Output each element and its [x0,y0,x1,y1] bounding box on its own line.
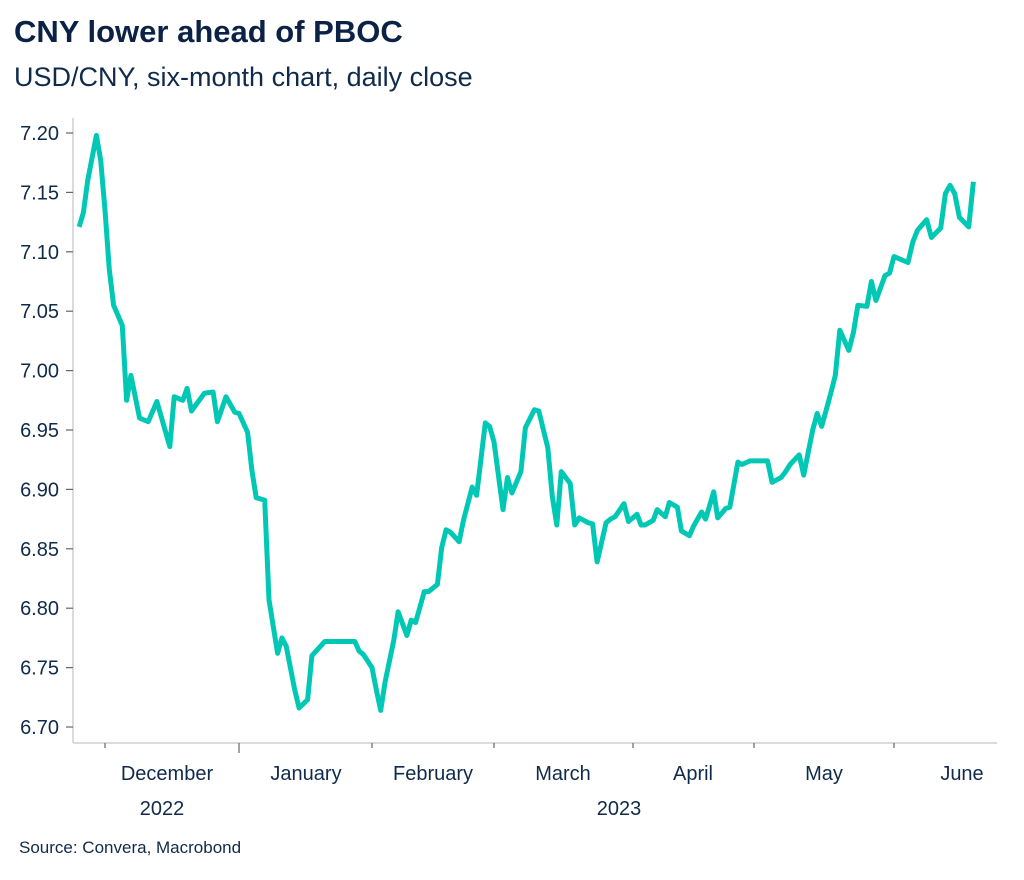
y-tick-label: 6.80 [20,598,59,620]
source-note: Source: Convera, Macrobond [19,838,242,857]
x-axis: December January February March April May June… [73,742,997,820]
y-tick-label: 7.20 [20,123,59,145]
y-tick-label: 7.05 [20,301,59,323]
y-tick-label: 7.00 [20,361,59,383]
x-tick-label: June [940,763,983,785]
y-tick-label: 6.75 [20,658,59,680]
x-tick-label: March [535,763,591,785]
year-label: 2022 [140,798,185,820]
year-label: 2023 [597,798,642,820]
y-tick-label: 6.70 [20,717,59,739]
x-tick-label: February [393,763,473,785]
plot-area [76,132,976,713]
chart-title: CNY lower ahead of PBOC [14,14,403,49]
x-tick-label: April [673,763,713,785]
y-tick-label: 7.15 [20,182,59,204]
y-axis: 7.20 7.15 7.10 7.05 7.00 6.95 6.90 6.85 6.80 6.75… [20,118,74,743]
series-line-usd-cny [76,132,976,713]
y-tick-label: 7.10 [20,242,59,264]
x-tick-label: December [121,763,214,785]
y-tick-label: 6.95 [20,420,59,442]
y-tick-label: 6.90 [20,479,59,501]
chart-subtitle: USD/CNY, six-month chart, daily close [14,62,473,92]
x-tick-label: January [270,763,341,785]
x-tick-label: May [805,763,843,785]
y-tick-label: 6.85 [20,539,59,561]
